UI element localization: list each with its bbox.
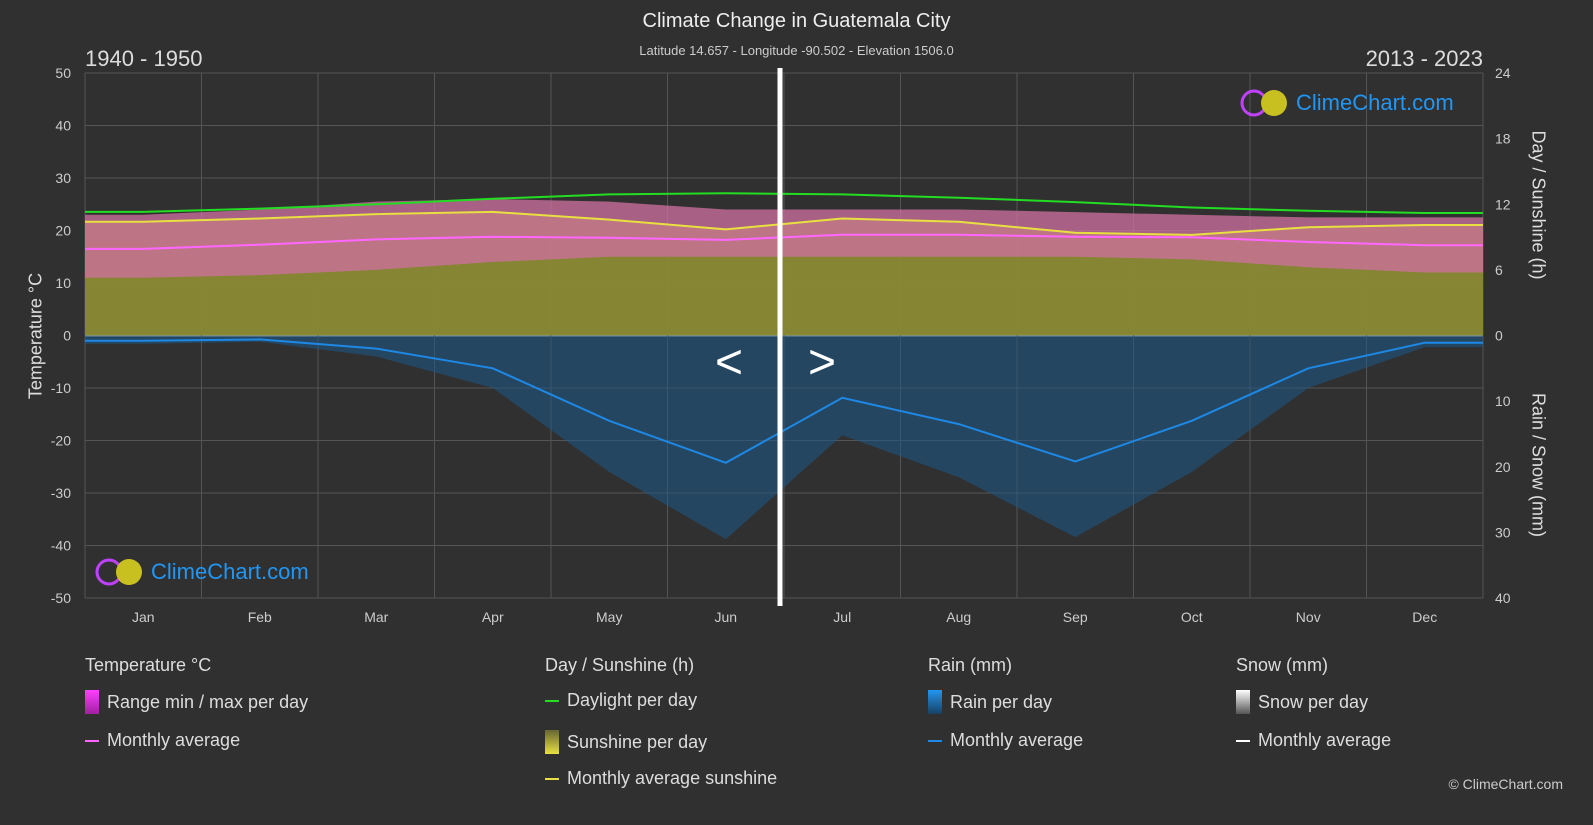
sunshine-avg-line	[85, 210, 1483, 236]
previous-arrow-button[interactable]: <	[715, 336, 744, 389]
y-tick-left: 20	[55, 223, 71, 239]
copyright: © ClimeChart.com	[1448, 776, 1563, 792]
y-tick-left: -10	[51, 380, 71, 396]
legend-label: Monthly average sunshine	[567, 768, 778, 788]
y-tick-sun: 18	[1495, 131, 1511, 147]
chart-subtitle: Latitude 14.657 - Longitude -90.502 - El…	[639, 43, 954, 58]
legend-snow-title: Snow (mm)	[1236, 655, 1329, 675]
legend-snow-per-day: Snow per day	[1236, 690, 1368, 714]
y-tick-sun: 24	[1495, 65, 1511, 81]
logo-icon	[1240, 89, 1287, 117]
y-tick-sun: 12	[1495, 196, 1511, 212]
legend-label: Monthly average	[950, 730, 1084, 750]
legend-label: Sunshine per day	[567, 731, 708, 752]
logo-top: ClimeChart.com	[1240, 88, 1454, 118]
x-tick-label: Mar	[364, 609, 388, 625]
y-tick-left: 50	[55, 65, 71, 81]
line-icon	[85, 739, 99, 742]
y-tick-left: 30	[55, 170, 71, 186]
y-tick-left: -40	[51, 538, 71, 554]
line-icon	[545, 699, 559, 702]
x-tick-label: Dec	[1412, 609, 1437, 625]
next-arrow-button[interactable]: >	[808, 336, 837, 389]
logo-icon	[95, 558, 142, 586]
legend-sunshine-avg: Monthly average sunshine	[545, 768, 777, 789]
legend-temperature-title: Temperature °C	[85, 655, 212, 675]
swatch-icon	[85, 690, 99, 714]
swatch-icon	[545, 730, 559, 754]
line-icon	[1236, 739, 1250, 742]
legend-snow-avg: Monthly average	[1236, 730, 1391, 751]
y-tick-rain: 40	[1495, 590, 1511, 606]
daylight-line	[85, 192, 1483, 214]
y-tick-left: -50	[51, 590, 71, 606]
y-tick-left: 40	[55, 118, 71, 134]
swatch-icon	[1236, 690, 1250, 714]
y-tick-left: 10	[55, 275, 71, 291]
logo-text: ClimeChart.com	[1296, 90, 1454, 115]
y-tick-rain: 20	[1495, 459, 1511, 475]
legend-label: Monthly average	[107, 730, 241, 750]
legend-temp-avg: Monthly average	[85, 730, 240, 751]
y-tick-rain: 30	[1495, 524, 1511, 540]
legend-label: Daylight per day	[567, 690, 698, 710]
climate-chart: 50 40 30 20 10 0 -10 -20 -30 -40 -50 24 18 12 6 0 10 20 30…	[51, 65, 1511, 625]
x-tick-label: Feb	[248, 609, 272, 625]
x-tick-label: Sep	[1063, 609, 1088, 625]
y-tick-sun: 6	[1495, 262, 1503, 278]
x-tick-label: May	[596, 609, 622, 625]
y-tick-left: -20	[51, 433, 71, 449]
legend-rain-per-day: Rain per day	[928, 690, 1052, 714]
logo-text: ClimeChart.com	[151, 559, 309, 584]
chart-title: Climate Change in Guatemala City	[642, 10, 951, 32]
swatch-icon	[928, 690, 942, 714]
legend-label: Rain per day	[950, 691, 1053, 712]
y-tick-left: 0	[63, 328, 71, 344]
legend-label: Monthly average	[1258, 730, 1392, 750]
legend-rain-title: Rain (mm)	[928, 655, 1012, 675]
x-tick-label: Jul	[833, 609, 851, 625]
x-tick-label: Jun	[714, 609, 737, 625]
legend-sunshine: Sunshine per day	[545, 730, 707, 754]
x-tick-label: Aug	[946, 609, 971, 625]
legend-label: Range min / max per day	[107, 691, 309, 712]
x-tick-label: Nov	[1296, 609, 1321, 625]
legend-daylight: Daylight per day	[545, 690, 697, 711]
legend-rain-avg: Monthly average	[928, 730, 1083, 751]
y-tick-left: -30	[51, 485, 71, 501]
rain-area	[85, 335, 1483, 540]
period-right: 2013 - 2023	[1365, 46, 1483, 71]
line-icon	[545, 777, 559, 780]
legend-temp-range: Range min / max per day	[85, 690, 308, 714]
rain-avg-line	[85, 338, 1483, 464]
legend-sun-title: Day / Sunshine (h)	[545, 655, 695, 675]
legend-label: Snow per day	[1258, 691, 1369, 712]
x-tick-label: Jan	[132, 609, 155, 625]
line-icon	[928, 739, 942, 742]
x-tick-label: Oct	[1181, 609, 1203, 625]
y-tick-sun: 0	[1495, 328, 1503, 344]
y-tick-rain: 10	[1495, 393, 1511, 409]
temperature-avg-line	[85, 233, 1483, 250]
x-tick-label: Apr	[482, 609, 504, 625]
period-left: 1940 - 1950	[85, 46, 203, 71]
temperature-range-band	[85, 199, 1483, 278]
logo-bottom: ClimeChart.com	[95, 557, 309, 587]
